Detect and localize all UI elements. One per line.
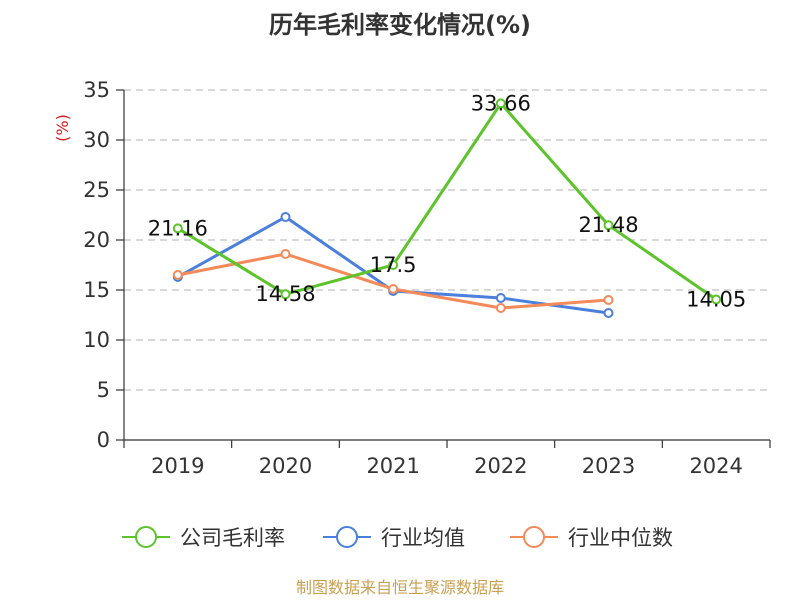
x-tick-label: 2019 [151,454,204,478]
data-point[interactable] [388,284,399,294]
data-label: 33.66 [471,91,531,115]
legend-marker [135,526,157,548]
x-tick-label: 2023 [582,454,635,478]
y-tick-label: 10 [83,328,110,352]
data-point[interactable] [603,295,614,305]
y-tick-label: 35 [83,78,110,102]
x-tick-label: 2020 [259,454,312,478]
data-point[interactable] [172,270,183,280]
series-line-0 [177,101,718,301]
data-point[interactable] [495,98,506,109]
legend-marker [336,526,358,548]
data-point[interactable] [280,289,291,300]
y-tick-label: 0 [97,428,110,452]
legend-item-1[interactable]: 行业均值 [323,526,465,550]
y-tick-label: 15 [83,278,110,302]
data-point[interactable] [280,212,291,222]
legend-marker [523,526,545,548]
gridlines [124,89,770,391]
data-label: 14.05 [686,288,746,312]
x-tick-label: 2022 [474,454,527,478]
data-point[interactable] [172,223,183,234]
y-unit-label: (%) [53,114,72,142]
legend-label: 行业均值 [381,526,465,550]
chart-title: 历年毛利率变化情况(%) [269,11,531,39]
axes: 0 5 10 15 20 25 30 35 (%) 2019 2020 2021 2022 2023 202… [53,78,771,478]
legend-label: 公司毛利率 [180,526,285,550]
data-label: 21.16 [148,216,208,240]
legend-item-2[interactable]: 行业中位数 [510,526,673,550]
x-tick-label: 2024 [689,454,742,478]
y-tick-label: 25 [83,178,110,202]
legend: 公司毛利率 行业均值 行业中位数 [122,526,673,550]
data-point[interactable] [711,294,722,305]
data-label: 21.48 [578,213,638,237]
series-lines [172,98,722,318]
data-point[interactable] [495,303,506,313]
y-tick-label: 30 [83,128,110,152]
data-labels: 21.16 14.58 17.5 33.66 21.48 14.05 [148,91,746,311]
data-label: 14.58 [255,282,315,306]
source-note: 制图数据来自恒生聚源数据库 [296,578,504,597]
data-point[interactable] [603,308,614,318]
y-tick-label: 5 [97,378,110,402]
data-label: 17.5 [370,253,417,277]
data-point[interactable] [388,260,399,270]
data-point[interactable] [495,293,506,303]
legend-item-0[interactable]: 公司毛利率 [122,526,285,550]
y-tick-label: 20 [83,228,110,252]
x-tick-label: 2021 [366,454,419,478]
data-point[interactable] [603,220,614,231]
data-point[interactable] [280,249,291,259]
legend-label: 行业中位数 [568,526,673,550]
